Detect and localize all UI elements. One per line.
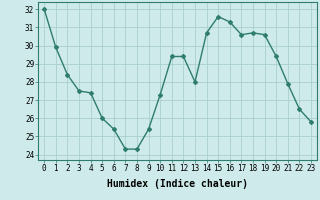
X-axis label: Humidex (Indice chaleur): Humidex (Indice chaleur) bbox=[107, 179, 248, 189]
